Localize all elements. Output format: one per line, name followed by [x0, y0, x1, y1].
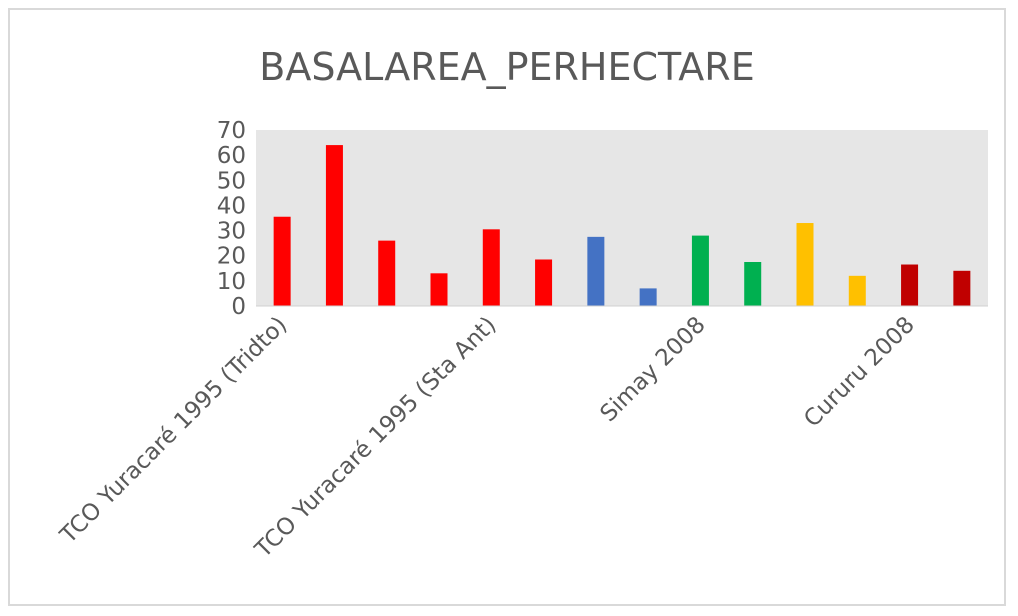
bar	[378, 240, 396, 306]
x-category-label: Cururu 2008	[799, 312, 920, 433]
x-category-label: TCO Yuracaré 1995 (Tridto)	[55, 312, 292, 549]
chart-title: BASALAREA_PERHECTARE	[259, 45, 754, 89]
x-axis-labels: TCO Yuracaré 1995 (Tridto)TCO Yuracaré 1…	[55, 312, 920, 564]
y-tick-label: 10	[217, 269, 246, 295]
y-tick-label: 40	[217, 193, 246, 219]
bar	[639, 288, 657, 306]
bar	[482, 229, 500, 306]
bars	[273, 145, 971, 306]
bar	[535, 259, 553, 306]
y-tick-label: 30	[217, 219, 246, 245]
x-category-label: TCO Yuracaré 1995 (Sta Ant)	[250, 312, 502, 564]
bar	[796, 223, 814, 306]
bar	[744, 262, 762, 306]
chart-frame	[8, 8, 1006, 606]
y-tick-label: 60	[217, 143, 246, 169]
y-tick-label: 70	[217, 118, 246, 144]
plot-area	[256, 130, 988, 306]
bar	[901, 264, 919, 306]
bar	[587, 236, 605, 306]
bar	[691, 235, 709, 306]
x-category-label: Simay 2008	[595, 312, 710, 427]
bar	[430, 273, 448, 306]
bar	[953, 270, 971, 306]
y-tick-label: 50	[217, 168, 246, 194]
bar	[273, 216, 291, 306]
bar	[848, 275, 866, 306]
y-tick-label: 0	[231, 294, 246, 320]
bar	[325, 145, 343, 306]
y-tick-label: 20	[217, 244, 246, 270]
